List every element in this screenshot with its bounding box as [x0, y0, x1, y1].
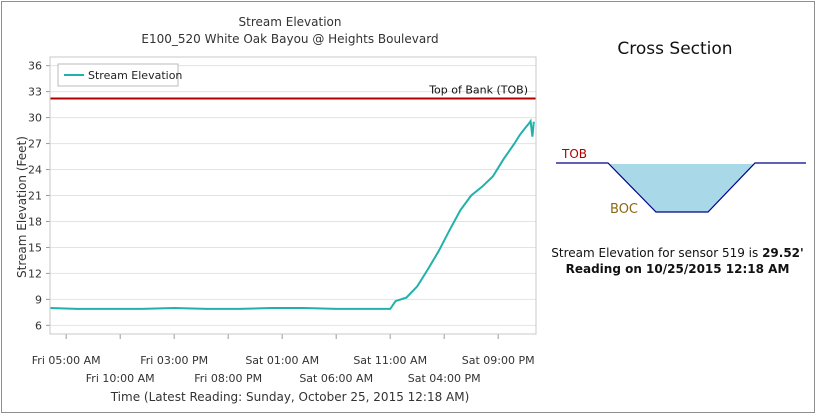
cross-section-title: Cross Section — [617, 39, 733, 59]
x-tick-label: Sat 11:00 AM — [353, 354, 427, 367]
x-tick-label: Sat 01:00 AM — [245, 354, 319, 367]
x-tick-label: Fri 08:00 PM — [194, 372, 262, 385]
x-tick-label: Fri 10:00 AM — [86, 372, 155, 385]
y-tick-label: 21 — [28, 190, 42, 203]
y-tick-label: 24 — [28, 164, 42, 177]
readout-value: 29.52' — [762, 246, 804, 260]
x-tick-label: Fri 03:00 PM — [140, 354, 208, 367]
y-tick-label: 15 — [28, 241, 42, 254]
boc-label: BOC — [610, 202, 638, 217]
x-tick-label: Sat 04:00 PM — [408, 372, 481, 385]
stream-elevation-line — [49, 118, 535, 310]
stream-elevation-readout: Stream Elevation for sensor 519 is 29.52… — [545, 246, 810, 260]
y-tick-label: 9 — [35, 293, 42, 306]
legend: Stream Elevation — [57, 63, 182, 87]
x-axis-label: Time (Latest Reading: Sunday, October 25… — [110, 390, 470, 404]
chart-title: Stream Elevation — [238, 15, 342, 29]
channel-outline — [556, 162, 806, 213]
series-lines — [49, 118, 535, 310]
y-tick-label: 27 — [28, 138, 42, 151]
x-axis-ticks: Fri 05:00 AM Fri 10:00 AM Fri 03:00 PM Fri … — [32, 334, 535, 385]
x-tick-label: Sat 09:00 PM — [462, 354, 535, 367]
y-tick-label: 12 — [28, 267, 42, 280]
tob-reference-label: Top of Bank (TOB) — [428, 84, 528, 97]
x-tick-label: Sat 06:00 AM — [299, 372, 373, 385]
reference-lines: Top of Bank (TOB) — [50, 84, 536, 100]
readout-prefix: Stream Elevation for sensor 519 is — [551, 246, 763, 260]
y-tick-label: 30 — [28, 112, 42, 125]
legend-label: Stream Elevation — [88, 69, 182, 82]
tob-label: TOB — [561, 147, 587, 161]
y-tick-label: 18 — [28, 215, 42, 228]
reading-timestamp: Reading on 10/25/2015 12:18 AM — [565, 262, 790, 276]
chart-subtitle: E100_520 White Oak Bayou @ Heights Boule… — [141, 32, 439, 46]
y-tick-label: 33 — [28, 86, 42, 99]
legend-box — [57, 63, 179, 87]
plot-border — [49, 56, 537, 335]
y-axis-ticks: 6 9 12 15 18 21 24 27 30 33 36 — [28, 60, 50, 332]
x-tick-label: Fri 05:00 AM — [32, 354, 101, 367]
y-tick-label: 6 — [35, 319, 42, 332]
y-tick-label: 36 — [28, 60, 42, 73]
